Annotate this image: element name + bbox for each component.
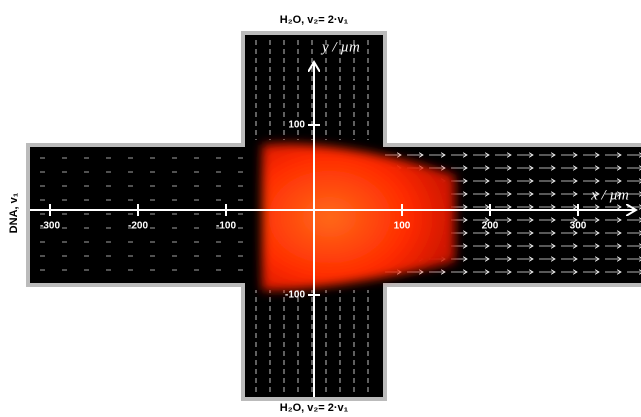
x-tick-label: -300 [40, 221, 60, 232]
top-inlet-label: H₂O, v₂= 2·v₁ [280, 14, 349, 26]
y-tick-label: 100 [288, 120, 305, 131]
bottom-inlet-label: H₂O, v₂= 2·v₁ [280, 402, 349, 414]
x-tick-label: 200 [482, 221, 499, 232]
y-tick-label: -100 [285, 290, 305, 301]
x-tick-label: 300 [570, 221, 587, 232]
x-tick-label: 100 [394, 221, 411, 232]
figure: H₂O, v₂= 2·v₁ H₂O, v₂= 2·v₁ DNA, v₁ x / … [0, 0, 641, 417]
left-inlet-label: DNA, v₁ [8, 192, 20, 233]
x-tick-label: -200 [128, 221, 148, 232]
x-axis-label: x / µm [590, 187, 629, 203]
x-tick-label: -100 [216, 221, 236, 232]
y-axis-label: y / µm [320, 39, 360, 55]
